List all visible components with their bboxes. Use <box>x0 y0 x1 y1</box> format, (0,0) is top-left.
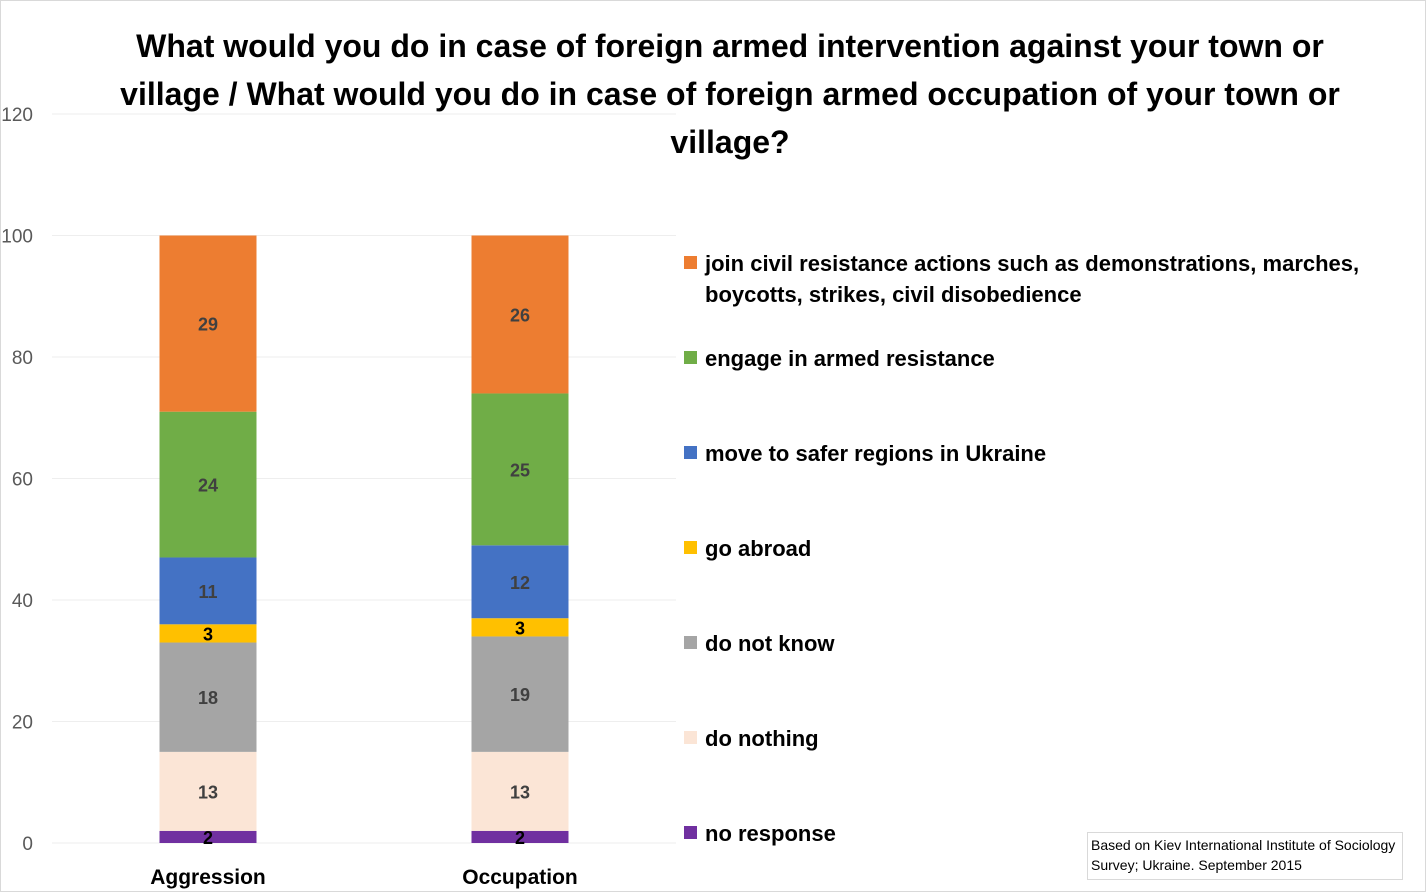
legend-label: engage in armed resistance <box>705 346 995 371</box>
bar-segment <box>471 545 569 619</box>
legend-item: move to safer regions in Ukraine <box>684 438 1420 469</box>
legend-label: join civil resistance actions such as de… <box>705 251 1360 307</box>
legend-swatch <box>684 826 697 839</box>
legend-swatch <box>684 351 697 364</box>
data-label: 18 <box>198 688 218 708</box>
data-label: 2 <box>515 828 525 848</box>
y-tick-label: 40 <box>12 591 33 612</box>
legend-swatch <box>684 541 697 554</box>
bar-segment <box>159 624 257 643</box>
bars <box>159 235 569 843</box>
bar-segment <box>159 642 257 752</box>
legend-label: go abroad <box>705 536 812 561</box>
x-axis-categories: Aggression Occupation <box>150 866 578 889</box>
legend-swatch <box>684 636 697 649</box>
y-tick-label: 0 <box>22 834 33 855</box>
legend-item: engage in armed resistance <box>684 343 1420 374</box>
legend-swatch <box>684 446 697 459</box>
legend-swatch <box>684 256 697 269</box>
data-label: 13 <box>510 782 530 802</box>
bar-segment <box>471 393 569 546</box>
chart-title: What would you do in case of foreign arm… <box>120 28 1340 160</box>
bar-segment <box>159 411 257 558</box>
data-label: 29 <box>198 315 218 335</box>
y-tick-label: 80 <box>12 348 33 369</box>
data-label: 3 <box>515 618 525 638</box>
data-label: 26 <box>510 305 530 325</box>
data-label: 25 <box>510 460 530 480</box>
legend-label: do not know <box>705 631 835 656</box>
data-label: 19 <box>510 685 530 705</box>
legend-item: do not know <box>684 628 1420 659</box>
bar-segment <box>159 235 257 412</box>
legend-label: move to safer regions in Ukraine <box>705 441 1047 466</box>
y-tick-label: 120 <box>1 105 33 126</box>
y-axis-ticks: 0 20 40 60 80 100 120 <box>1 105 33 855</box>
bar-segment <box>159 830 257 843</box>
bar-segment <box>471 618 569 637</box>
bar-segment <box>471 636 569 752</box>
data-label: 11 <box>198 582 217 602</box>
legend-label: do nothing <box>705 726 819 751</box>
x-category-label: Aggression <box>150 866 266 889</box>
y-tick-label: 100 <box>1 227 33 248</box>
y-tick-label: 60 <box>12 470 33 491</box>
legend-label: no response <box>705 821 836 846</box>
legend-item: join civil resistance actions such as de… <box>684 248 1420 310</box>
bar-segment <box>159 557 257 625</box>
data-labels: 2 13 18 3 11 24 29 2 13 19 3 12 25 26 <box>198 305 530 847</box>
data-label: 12 <box>510 573 530 593</box>
bar-segment <box>471 751 569 831</box>
legend-item: do nothing <box>684 723 1420 754</box>
bar-segment <box>471 830 569 843</box>
legend-item: go abroad <box>684 533 1420 564</box>
data-label: 2 <box>203 828 213 848</box>
data-label: 13 <box>198 782 218 802</box>
data-label: 3 <box>203 624 213 644</box>
y-tick-label: 20 <box>12 713 33 734</box>
legend-swatch <box>684 731 697 744</box>
grid-lines <box>52 113 676 844</box>
bar-segment <box>159 751 257 831</box>
x-category-label: Occupation <box>462 866 578 889</box>
bar-segment <box>471 235 569 394</box>
source-note: Based on Kiev International Institute of… <box>1087 832 1403 880</box>
data-label: 24 <box>198 476 218 496</box>
legend-item: no response <box>684 818 1420 849</box>
